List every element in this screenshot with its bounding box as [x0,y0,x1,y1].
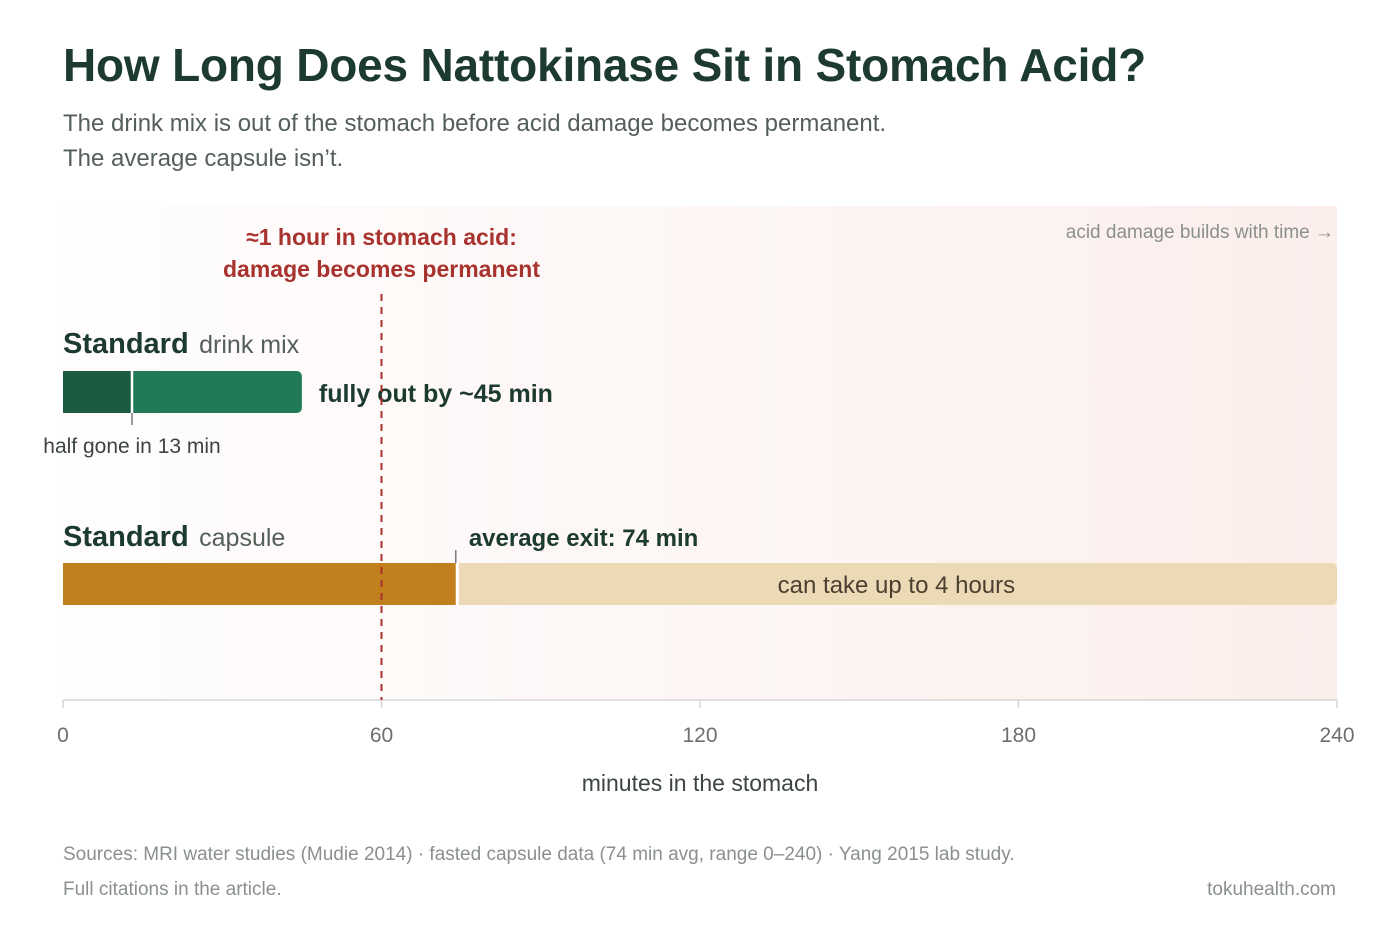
drink-mix-end-label: fully out by ~45 min [319,380,553,408]
acid-note: acid damage builds with time → [1066,222,1334,243]
chart-subtitle-line-2: The average capsule isn’t. [63,145,344,172]
capsule-range-label: can take up to 4 hours [778,572,1016,599]
sources-note: Sources: MRI water studies (Mudie 2014) … [63,844,1015,865]
brand-credit: tokuhealth.com [1207,879,1336,900]
x-tick-label: 120 [682,724,717,747]
capsule-label: Standard capsule [63,521,285,553]
chart-title: How Long Does Nattokinase Sit in Stomach… [63,39,1146,91]
drink-mix-label-bold: Standard [63,328,189,360]
x-tick-label: 60 [370,724,393,747]
drink-mix-half-segment [63,371,133,413]
citations-note: Full citations in the article. [63,879,282,900]
acid-background [63,206,1337,700]
chart-subtitle-line-1: The drink mix is out of the stomach befo… [63,110,887,137]
capsule-label-bold: Standard [63,521,189,553]
threshold-label-line-1: ≈1 hour in stomach acid: [246,224,517,250]
capsule-average-bar [63,563,456,605]
drink-mix-half-label: half gone in 13 min [43,435,220,458]
threshold-label-line-2: damage becomes permanent [223,256,540,282]
capsule-label-rest: capsule [199,524,285,552]
x-axis-label: minutes in the stomach [582,770,819,796]
x-tick-label: 240 [1319,724,1354,747]
x-tick-label: 0 [57,724,69,747]
x-tick-label: 180 [1001,724,1036,747]
capsule-average-label: average exit: 74 min [469,525,698,552]
drink-mix-label: Standard drink mix [63,328,300,360]
drink-mix-label-rest: drink mix [199,331,300,359]
